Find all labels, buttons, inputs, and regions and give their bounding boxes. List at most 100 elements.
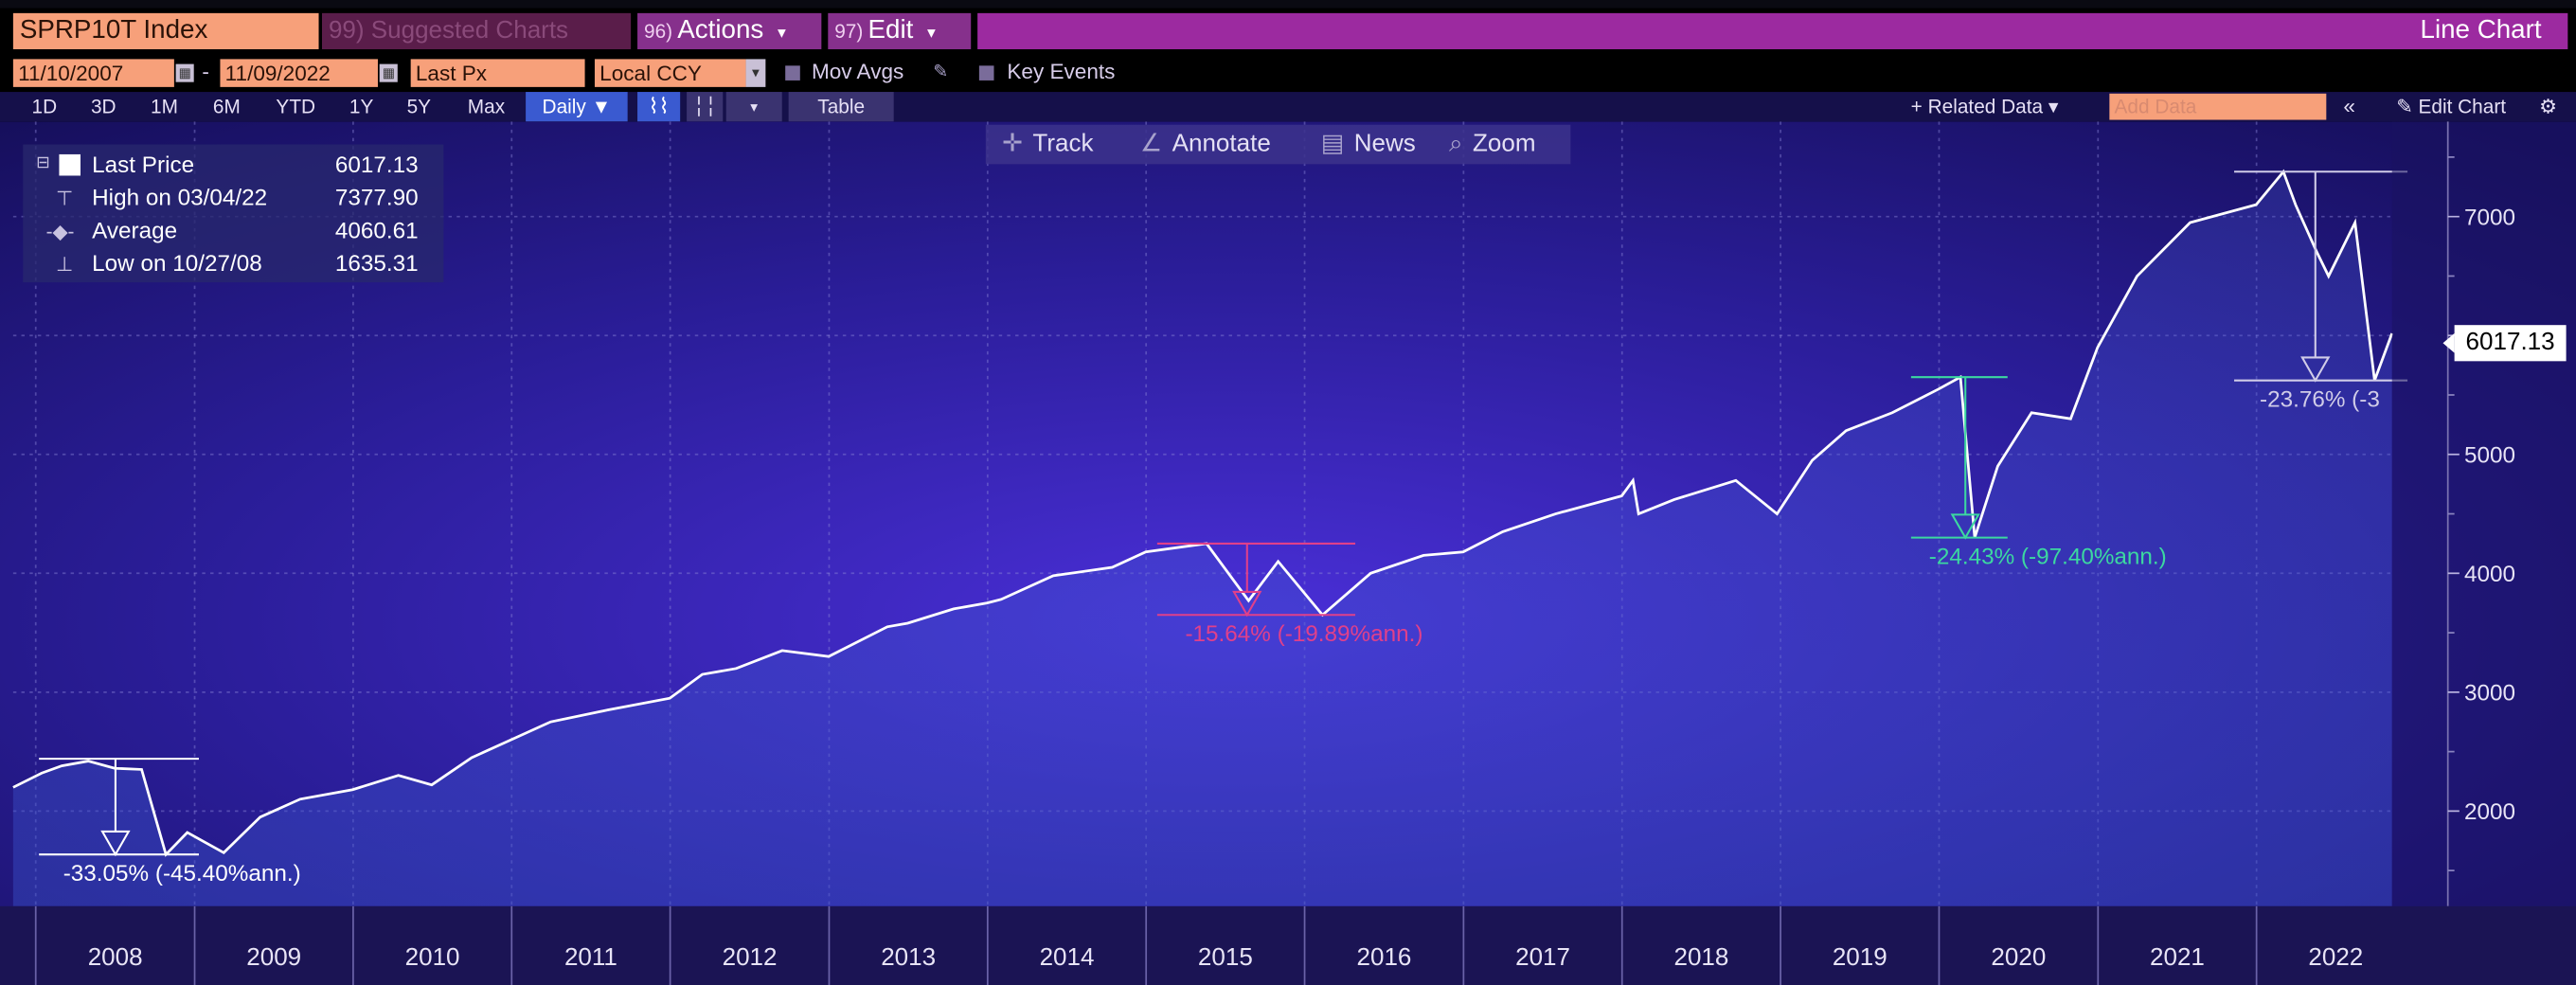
table-button[interactable]: Table [788, 92, 894, 122]
price-tag-pointer [2442, 332, 2455, 353]
frequency-select[interactable]: Daily ▼ [526, 92, 628, 122]
chart-type-label: Line Chart [2420, 16, 2542, 45]
annotate-pen-icon: ∠ [1139, 129, 1163, 158]
collapse-box-icon[interactable]: ⊟ [36, 153, 50, 172]
date-range-bar: 11/10/2007 ▦ - 11/09/2022 ▦ Last Px Loca… [0, 56, 2576, 89]
title-bar: SPRP10T Index 99) Suggested Charts 96) Ac… [0, 8, 2576, 49]
x-tick-label: 2014 [1040, 942, 1095, 971]
drawdown-label: -33.05% (-45.40%ann.) [63, 861, 301, 886]
mov-avgs-label[interactable]: Mov Avgs [811, 59, 904, 84]
suggested-charts-button[interactable]: 99) Suggested Charts [322, 12, 632, 49]
zoom-label: Zoom [1472, 129, 1536, 158]
field-input[interactable]: Last Px [410, 59, 585, 87]
related-data-button[interactable]: + Related Data ▾ [1910, 95, 2059, 118]
legend-low: ⊥ Low on 10/27/08 1635.31 [23, 246, 443, 279]
period-3d-button[interactable]: 3D [90, 95, 116, 118]
ticker-field[interactable]: SPRP10T Index [12, 12, 319, 49]
magnifier-icon: ⌕ [1449, 129, 1463, 158]
last-price-tag: 6017.13 [2454, 325, 2567, 362]
drawdown-label: -23.76% (-3 [2260, 386, 2380, 412]
settings-gear-icon[interactable]: ⚙ [2539, 95, 2557, 118]
track-tool[interactable]: ✛ Track [1002, 125, 1093, 165]
chart-legend[interactable]: ⊟ Last Price 6017.13 ⊤ High on 03/04/22 … [23, 144, 444, 283]
legend-last-price: ⊟ Last Price 6017.13 [23, 148, 443, 181]
drawdown-arrow-head [1950, 513, 1980, 540]
actions-number: 96) [644, 19, 673, 44]
drawdown-annotations: -33.05% (-45.40%ann.) -15.64% (-19.89%ann… [39, 170, 2408, 886]
x-tick-label: 2022 [2308, 942, 2363, 971]
x-tick-label: 2020 [1991, 942, 2046, 971]
line-chart-icon[interactable]: ⌇⌇ [637, 92, 681, 122]
period-1y-button[interactable]: 1Y [349, 95, 374, 118]
period-ytd-button[interactable]: YTD [276, 95, 316, 118]
news-tool[interactable]: ▤ News [1321, 125, 1416, 165]
key-events-checkbox[interactable] [978, 65, 994, 81]
period-5y-button[interactable]: 5Y [406, 95, 432, 118]
edit-chart-label: Edit Chart [2418, 95, 2507, 118]
drawdown-arrow-head [1232, 590, 1262, 618]
price-chart[interactable]: -33.05% (-45.40%ann.) -15.64% (-19.89%ann… [0, 121, 2576, 985]
end-date-input[interactable]: 11/09/2022 [220, 59, 378, 87]
mov-avgs-checkbox[interactable] [785, 65, 800, 81]
y-tick-label: 7000 [2464, 205, 2515, 230]
start-date-input[interactable]: 11/10/2007 [12, 59, 174, 87]
y-axis-panel [2391, 121, 2576, 906]
legend-value: 6017.13 [334, 151, 419, 178]
zoom-tool[interactable]: ⌕ Zoom [1449, 125, 1536, 165]
period-6m-button[interactable]: 6M [212, 95, 241, 118]
annotate-label: Annotate [1172, 129, 1271, 158]
add-data-input[interactable]: Add Data [2109, 93, 2327, 120]
period-1d-button[interactable]: 1D [31, 95, 58, 118]
chart-style-dropdown-icon[interactable]: ▾ [725, 92, 782, 122]
actions-menu-button[interactable]: 96) Actions ▾ [637, 12, 822, 49]
actions-chevron-down-icon: ▾ [777, 25, 786, 44]
x-tick-label: 2015 [1198, 942, 1253, 971]
legend-value: 1635.31 [334, 249, 419, 277]
news-icon: ▤ [1320, 129, 1345, 158]
bar-chart-icon[interactable]: ╎╎ [687, 92, 724, 122]
period-1m-button[interactable]: 1M [150, 95, 178, 118]
x-tick-label: 2013 [881, 942, 936, 971]
x-tick-label: 2021 [2150, 942, 2205, 971]
edit-chevron-down-icon: ▾ [927, 25, 936, 44]
legend-high: ⊤ High on 03/04/22 7377.90 [23, 181, 443, 214]
edit-number: 97) [834, 19, 864, 44]
currency-dropdown-icon[interactable]: ▾ [745, 59, 766, 87]
collapse-icon[interactable]: « [2343, 93, 2355, 118]
x-tick-label: 2011 [564, 942, 617, 971]
last-price-swatch-icon [59, 153, 80, 176]
drawdown-arrow-head [100, 830, 131, 857]
start-calendar-icon[interactable]: ▦ [175, 63, 194, 82]
price-series-line [12, 169, 2394, 857]
annotate-tool[interactable]: ∠ Annotate [1140, 125, 1271, 165]
x-tick-label: 2018 [1673, 942, 1728, 971]
currency-select[interactable]: Local CCY [594, 59, 746, 87]
y-tick-label: 3000 [2464, 681, 2515, 707]
date-separator: - [202, 59, 209, 84]
pencil-icon[interactable]: ✎ [933, 62, 949, 82]
y-tick-label: 4000 [2464, 562, 2515, 587]
title-accent-bar: Line Chart [977, 12, 2568, 49]
edit-pencil-icon: ✎ [2396, 95, 2419, 118]
x-tick-label: 2010 [405, 942, 460, 971]
x-tick-label: 2009 [246, 942, 301, 971]
period-max-button[interactable]: Max [467, 95, 506, 118]
legend-label: Low on 10/27/08 [92, 249, 262, 277]
track-label: Track [1032, 129, 1094, 158]
end-calendar-icon[interactable]: ▦ [379, 63, 398, 82]
key-events-label[interactable]: Key Events [1007, 59, 1116, 84]
y-tick-label: 2000 [2464, 799, 2515, 825]
y-tick-label: 5000 [2464, 442, 2515, 468]
average-marker-icon: -◆- [45, 220, 75, 243]
edit-chart-button[interactable]: ✎ Edit Chart [2375, 92, 2527, 121]
crosshair-icon: ✛ [1002, 129, 1023, 158]
x-axis: 2008 2009 2010 2011 2012 2013 2014 2015 2016 2017… [34, 905, 2363, 985]
legend-label: High on 03/04/22 [92, 184, 268, 210]
edit-menu-button[interactable]: 97) Edit ▾ [828, 12, 972, 49]
drawdown-arrow-head [2300, 356, 2331, 383]
chart-tool-palette: ✛ Track ∠ Annotate ▤ News ⌕ Zoom [985, 124, 1571, 165]
x-tick-label: 2008 [88, 942, 143, 971]
drawdown-label: -24.43% (-97.40%ann.) [1929, 544, 2167, 569]
x-tick-label: 2017 [1515, 942, 1570, 971]
